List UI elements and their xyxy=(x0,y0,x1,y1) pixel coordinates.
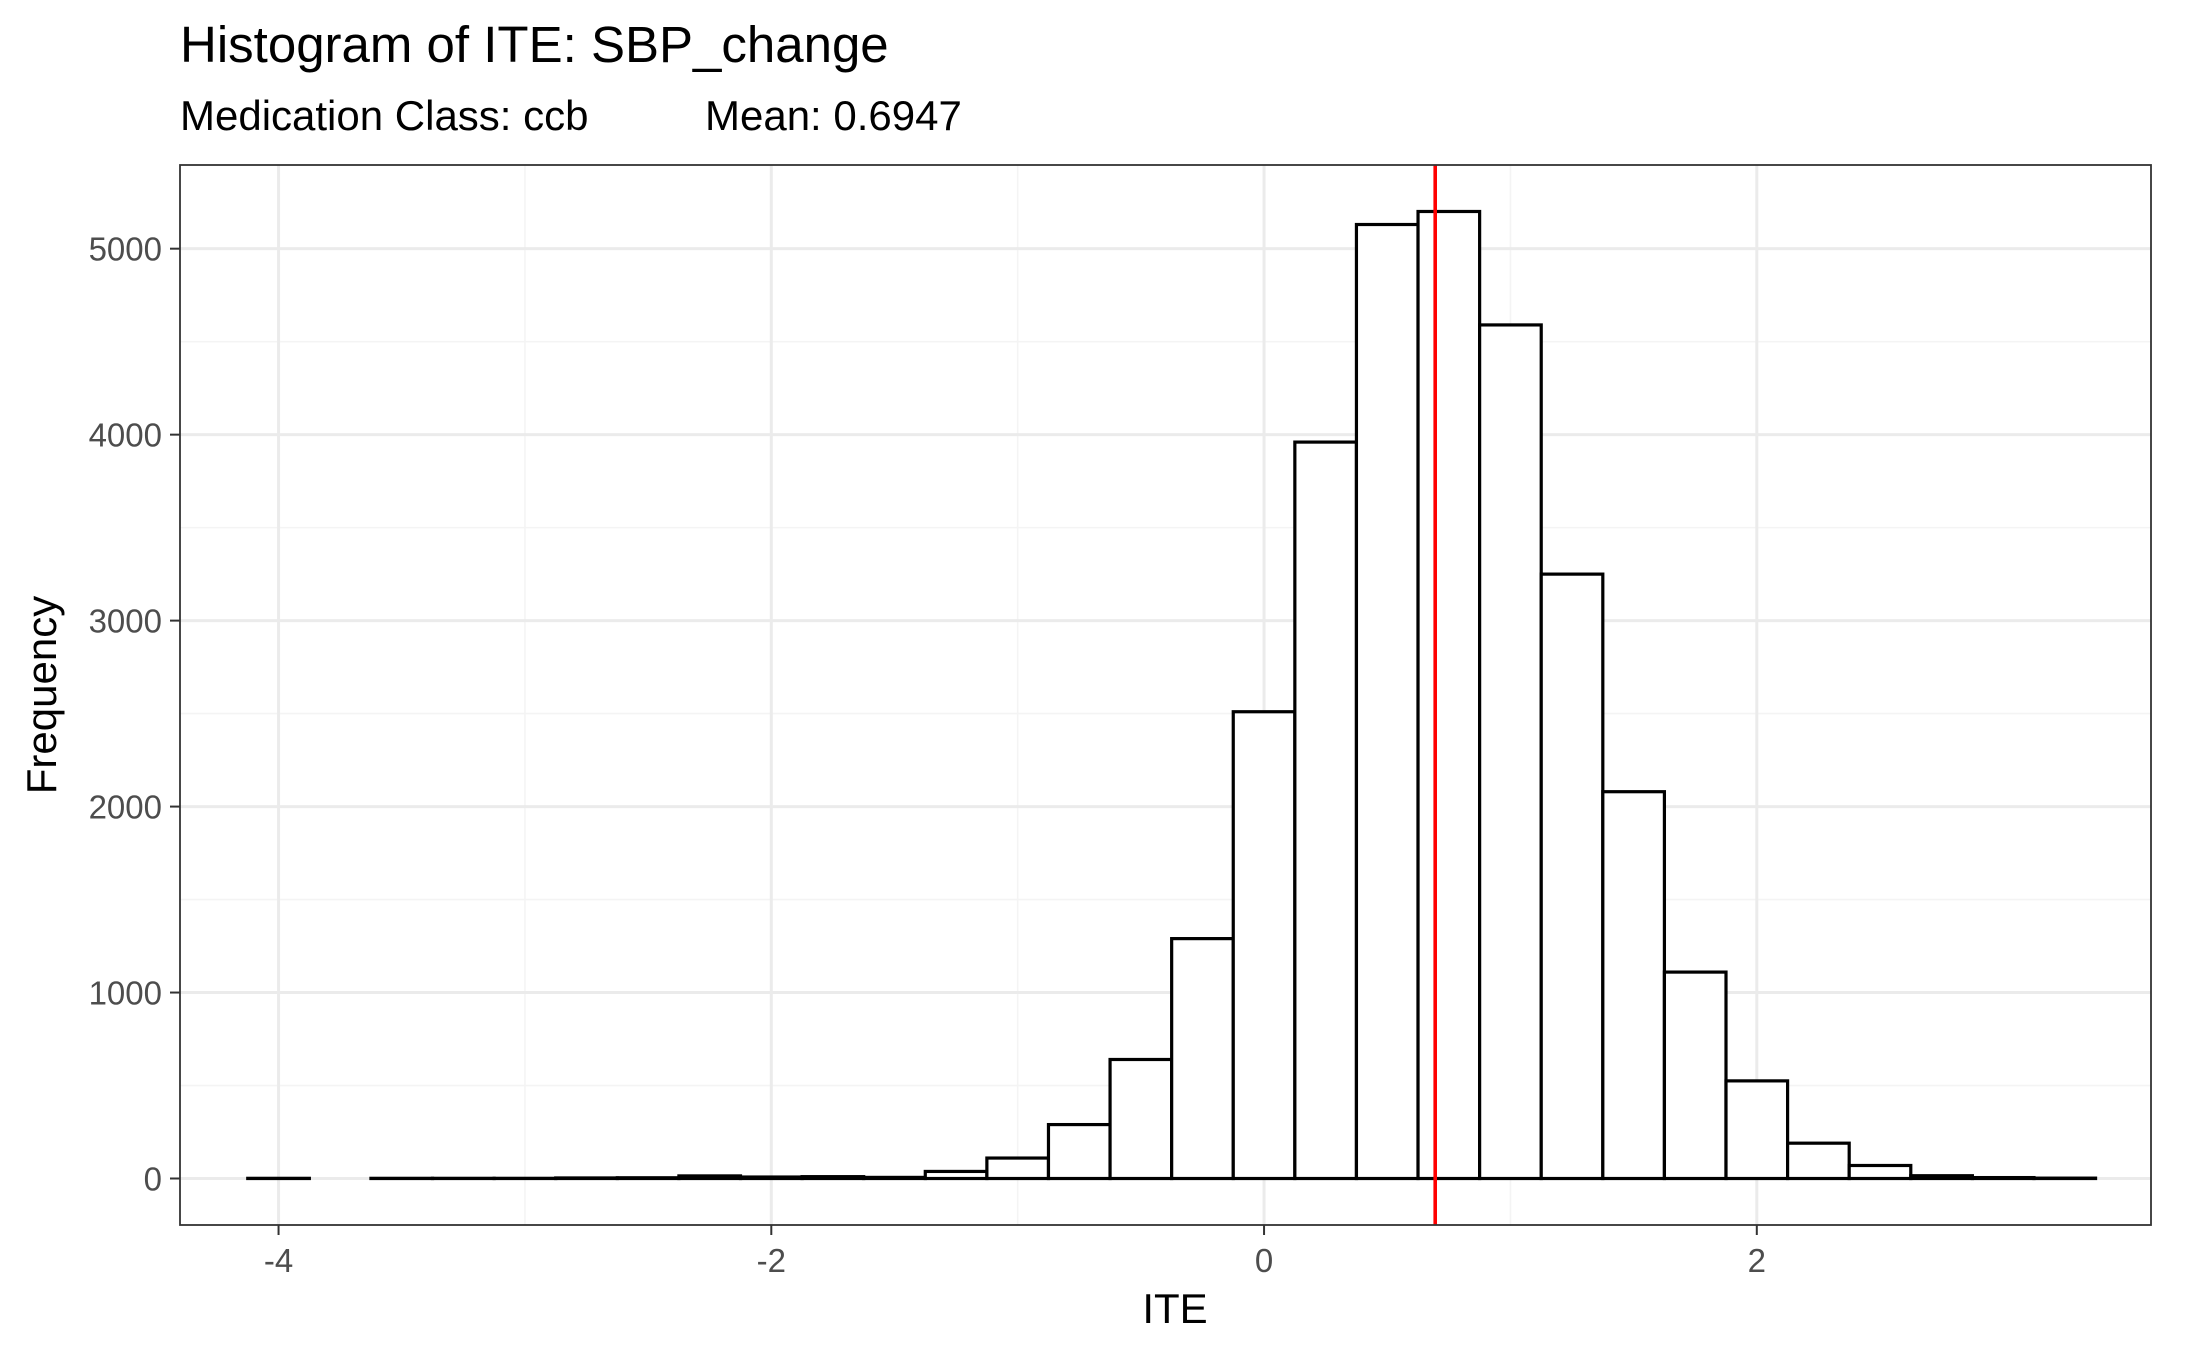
histogram-bar xyxy=(738,1175,804,1181)
chart-subtitle-class: Medication Class: ccb xyxy=(180,92,589,139)
chart-subtitle-mean: Mean: 0.6947 xyxy=(705,92,962,139)
histogram-bar xyxy=(677,1174,743,1181)
histogram-bar xyxy=(1478,323,1543,1181)
x-tick-label: 2 xyxy=(1748,1242,1766,1279)
histogram-bar xyxy=(1293,440,1359,1181)
histogram-bar xyxy=(1601,790,1667,1181)
histogram-bar xyxy=(615,1176,681,1181)
panel-border xyxy=(179,164,2152,1226)
histogram-bar xyxy=(923,1169,989,1181)
histogram-bar xyxy=(1046,1122,1112,1181)
y-tick-label: 0 xyxy=(144,1161,162,1198)
histogram-bar xyxy=(1539,572,1605,1181)
histogram-bar xyxy=(1416,209,1482,1181)
histogram-bars xyxy=(246,209,2098,1181)
x-tick-label: 0 xyxy=(1255,1242,1273,1279)
histogram-bar xyxy=(1354,222,1420,1181)
histogram-bar xyxy=(1970,1175,2036,1181)
histogram-bar xyxy=(554,1176,619,1181)
y-axis-title: Frequency xyxy=(18,596,65,794)
y-tick-label: 3000 xyxy=(89,603,162,640)
x-tick-label: -4 xyxy=(264,1242,293,1279)
histogram-bar xyxy=(1662,970,1728,1181)
histogram-bar xyxy=(1231,710,1297,1181)
histogram-bar xyxy=(800,1175,866,1181)
y-tick-label: 5000 xyxy=(89,231,162,268)
histogram-bar xyxy=(1108,1057,1174,1181)
y-tick-label: 1000 xyxy=(89,975,162,1012)
axis-ticks: -4 -2 0 2 0 1000 2000 3000 4000 5000 xyxy=(89,231,1766,1279)
x-axis-title: ITE xyxy=(1142,1285,1207,1332)
chart-title: Histogram of ITE: SBP_change xyxy=(180,16,889,73)
histogram-bar xyxy=(985,1156,1051,1181)
x-tick-label: -2 xyxy=(757,1242,786,1279)
histogram-bar xyxy=(862,1175,927,1181)
histogram-bar xyxy=(1170,937,1235,1181)
histogram-bar xyxy=(1785,1141,1851,1181)
histogram-bar xyxy=(1724,1079,1790,1181)
y-tick-label: 2000 xyxy=(89,789,162,826)
y-tick-label: 4000 xyxy=(89,417,162,454)
histogram-bar xyxy=(1847,1163,1913,1181)
histogram-bar xyxy=(1909,1174,1974,1181)
